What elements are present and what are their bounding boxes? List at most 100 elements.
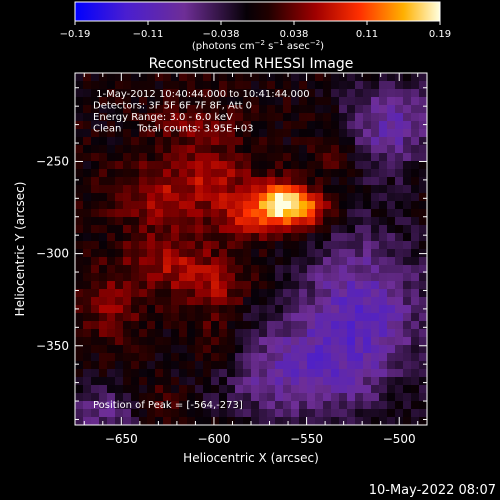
heatmap-cell [315,401,324,410]
heatmap-cell [115,401,124,410]
heatmap-cell [339,209,348,218]
heatmap-cell [75,73,84,82]
heatmap-cell [363,393,372,402]
heatmap-cell [403,417,412,425]
heatmap-cell [379,345,388,354]
heatmap-cell [115,113,124,122]
heatmap-cell [99,369,108,378]
heatmap-cell [187,417,196,425]
heatmap-cell [219,97,228,106]
heatmap-cell [363,161,372,170]
heatmap-cell [243,273,252,282]
heatmap-cell [235,273,244,282]
heatmap-cell [91,185,100,194]
heatmap-cell [123,321,132,330]
heatmap-cell [227,273,236,282]
heatmap-cell [163,385,172,394]
heatmap-cell [379,137,388,146]
heatmap-cell [211,129,220,138]
heatmap-cell [371,169,380,178]
heatmap-cell [163,89,172,98]
heatmap-cell [83,377,92,386]
heatmap-cell [251,409,260,418]
heatmap-cell [355,209,364,218]
heatmap-cell [275,329,284,338]
heatmap-cell [331,129,340,138]
heatmap-cell [267,201,276,210]
heatmap-cell [139,257,148,266]
heatmap-cell [259,353,268,362]
heatmap-cell [171,305,180,314]
heatmap-cell [363,113,372,122]
heatmap-cell [403,401,412,410]
heatmap-cell [211,289,220,298]
heatmap-cell [251,329,260,338]
heatmap-cell [299,329,308,338]
heatmap-cell [307,273,316,282]
heatmap-cell [259,377,268,386]
heatmap-cell [395,401,404,410]
heatmap-cell [179,249,188,258]
heatmap-cell [171,409,180,418]
heatmap-cell [347,281,356,290]
heatmap-cell [227,345,236,354]
heatmap-cell [403,329,412,338]
heatmap-cell [323,281,332,290]
heatmap-cell [299,105,308,114]
heatmap-cell [83,329,92,338]
heatmap-cell [267,225,276,234]
heatmap-cell [323,169,332,178]
heatmap-cell [243,409,252,418]
heatmap-cell [411,297,420,306]
heatmap-cell [227,305,236,314]
heatmap-cell [243,201,252,210]
heatmap-cell [115,233,124,242]
heatmap-cell [387,89,396,98]
heatmap-cell [307,97,316,106]
heatmap-cell [371,321,380,330]
heatmap-cell [331,393,340,402]
heatmap-cell [307,385,316,394]
heatmap-cell [91,97,100,106]
heatmap-cell [115,353,124,362]
heatmap-cell [307,137,316,146]
heatmap-cell [83,153,92,162]
heatmap-cell [243,297,252,306]
heatmap-cell [323,233,332,242]
heatmap-cell [83,305,92,314]
heatmap-cell [259,273,268,282]
heatmap-cell [339,313,348,322]
heatmap-cell [115,281,124,290]
heatmap-cell [187,129,196,138]
heatmap-cell [387,329,396,338]
heatmap-cell [115,97,124,106]
heatmap-cell [379,105,388,114]
heatmap-cell [155,161,164,170]
heatmap-cell [123,297,132,306]
heatmap-cell [131,121,140,130]
heatmap-cell [347,241,356,250]
heatmap-cell [275,193,284,202]
heatmap-cell [371,97,380,106]
heatmap-cell [259,289,268,298]
heatmap-cell [251,353,260,362]
heatmap-cell [363,401,372,410]
heatmap-cell [75,137,84,146]
heatmap-cell [243,89,252,98]
heatmap-cell [387,337,396,346]
heatmap-cell [179,177,188,186]
heatmap-cell [235,153,244,162]
heatmap-cell [307,105,316,114]
heatmap-cell [411,129,420,138]
heatmap-cell [155,297,164,306]
heatmap-cell [355,273,364,282]
heatmap-cell [267,105,276,114]
heatmap-cell [379,209,388,218]
heatmap-cell [163,337,172,346]
heatmap-cell [251,209,260,218]
heatmap-cell [283,289,292,298]
heatmap-cell [107,225,116,234]
heatmap-cell [115,305,124,314]
heatmap-cell [243,145,252,154]
heatmap-cell [307,233,316,242]
